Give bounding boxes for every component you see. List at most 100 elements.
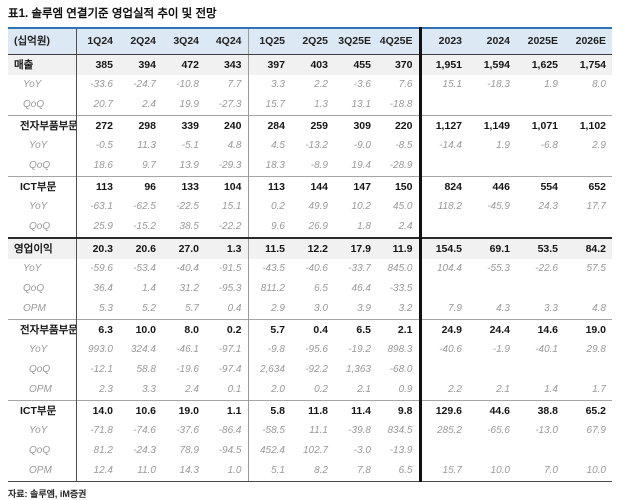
value-cell: [516, 217, 564, 238]
row-label: ICT부문: [8, 176, 77, 197]
value-cell: 370: [377, 54, 422, 75]
value-cell: 14.3: [162, 461, 205, 482]
value-cell: [420, 217, 468, 238]
value-cell: 15.1: [442, 79, 462, 90]
value-cell: 1.1: [205, 400, 249, 421]
value-cell: 220: [377, 115, 422, 136]
row-label: OPM: [8, 380, 77, 401]
value-cell: -59.6: [90, 263, 113, 274]
value-cell: -13.9: [377, 441, 422, 461]
value-cell: 4.8: [592, 303, 606, 314]
value-cell: 5.7: [248, 319, 291, 340]
value-cell: -18.8: [377, 95, 422, 116]
value-cell: 285.2: [436, 425, 462, 436]
value-cell: 5.3: [99, 303, 113, 314]
value-cell: [420, 279, 468, 299]
unit-label: (십억원): [8, 27, 77, 55]
value-cell: 6.5: [314, 283, 328, 294]
value-cell: -74.6: [133, 425, 156, 436]
value-cell: [420, 95, 468, 116]
value-cell: [420, 360, 468, 380]
value-cell: 84.2: [564, 237, 612, 259]
value-cell: -97.4: [205, 360, 249, 380]
value-cell: 7.9: [448, 303, 462, 314]
value-cell: 19.9: [179, 99, 199, 110]
value-cell: [564, 156, 612, 177]
value-cell: 394: [119, 54, 162, 75]
value-cell: -24.7: [133, 79, 156, 90]
value-cell: 5.1: [248, 461, 291, 482]
value-cell: 25.9: [93, 221, 113, 232]
value-cell: 9.8: [377, 400, 422, 421]
column-header: 2025E: [516, 27, 564, 55]
value-cell: -19.6: [176, 364, 199, 375]
table-row: OPM 5.3 5.2 5.7 0.4 2.9 3.0 3.9 3.2 7.9 4.3 3.3 4.8: [8, 299, 612, 320]
value-cell: -1.9: [492, 344, 510, 355]
value-cell: [516, 156, 564, 177]
value-cell: 10.0: [468, 461, 516, 482]
value-cell: 6.5: [377, 461, 422, 482]
value-cell: 17.7: [586, 201, 606, 212]
value-cell: -40.1: [535, 344, 558, 355]
column-header: 3Q24: [162, 27, 205, 55]
value-cell: 2,634: [259, 364, 285, 375]
value-cell: -40.6: [439, 344, 462, 355]
value-cell: 12.2: [291, 237, 334, 259]
value-cell: 31.2: [179, 283, 199, 294]
value-cell: [468, 279, 516, 299]
value-cell: 11.3: [137, 140, 156, 151]
table-row: ICT부문 113 96 133 104 113 144 147 150 824 446 554 652: [8, 176, 612, 197]
value-cell: 4.3: [496, 303, 510, 314]
value-cell: 10.2: [351, 201, 371, 212]
value-cell: -14.4: [439, 140, 462, 151]
value-cell: 1,951: [420, 54, 468, 75]
value-cell: -58.5: [262, 425, 285, 436]
value-cell: 20.6: [119, 237, 162, 259]
value-cell: [564, 360, 612, 380]
value-cell: 3.2: [377, 299, 422, 320]
value-cell: 2.1: [496, 384, 510, 395]
value-cell: 2.9: [592, 140, 606, 151]
value-cell: 133: [162, 176, 205, 197]
column-header: 2Q25: [291, 27, 334, 55]
table-body: 매출 385 394 472 343 397 403 455 370 1,951 1,594 1,62…: [8, 54, 612, 482]
value-cell: -94.5: [205, 441, 249, 461]
value-cell: [468, 156, 516, 177]
table-row: QoQ 81.2 -24.3 78.9 -94.5 452.4 102.7 -3.0 -13.9: [8, 441, 612, 461]
value-cell: 19.0: [162, 400, 205, 421]
row-label: 전자부품부문: [8, 319, 77, 340]
value-cell: 129.6: [420, 400, 468, 421]
value-cell: 2.9: [271, 303, 285, 314]
value-cell: 0.2: [314, 384, 328, 395]
row-label: OPM: [8, 299, 77, 320]
value-cell: 1.7: [592, 384, 606, 395]
value-cell: [468, 360, 516, 380]
value-cell: 2.3: [99, 384, 113, 395]
value-cell: 78.9: [179, 445, 199, 456]
value-cell: 5.2: [142, 303, 156, 314]
value-cell: 385: [76, 54, 119, 75]
row-label: YoY: [8, 421, 77, 441]
value-cell: -40.4: [176, 263, 199, 274]
value-cell: 298: [119, 115, 162, 136]
row-label: YoY: [8, 340, 77, 360]
value-cell: 1,754: [564, 54, 612, 75]
table-row: YoY 993.0 324.4 -46.1 -97.1 -9.8 -95.6 -19.2 898…: [8, 340, 612, 360]
value-cell: 7.0: [516, 461, 564, 482]
table-row: YoY -71.8 -74.6 -37.6 -86.4 -58.5 11.1 -39.8 834…: [8, 421, 612, 441]
value-cell: 24.3: [538, 201, 558, 212]
value-cell: 284: [248, 115, 291, 136]
value-cell: 403: [291, 54, 334, 75]
row-label: YoY: [8, 75, 77, 95]
table-row: YoY -59.6 -53.4 -40.4 -91.5 -43.5 -40.6 -33.7 84…: [8, 259, 612, 279]
value-cell: 14.0: [76, 400, 119, 421]
value-cell: [564, 279, 612, 299]
value-cell: 38.8: [516, 400, 564, 421]
row-label: QoQ: [8, 360, 77, 380]
row-label: YoY: [8, 136, 77, 156]
value-cell: 343: [205, 54, 249, 75]
value-cell: 19.4: [351, 160, 371, 171]
value-cell: -43.5: [262, 263, 285, 274]
table-row: YoY -33.6 -24.7 -10.8 7.7 3.3 2.2 -3.6 7.6 15.1 -1…: [8, 75, 612, 95]
value-cell: 8.2: [291, 461, 334, 482]
